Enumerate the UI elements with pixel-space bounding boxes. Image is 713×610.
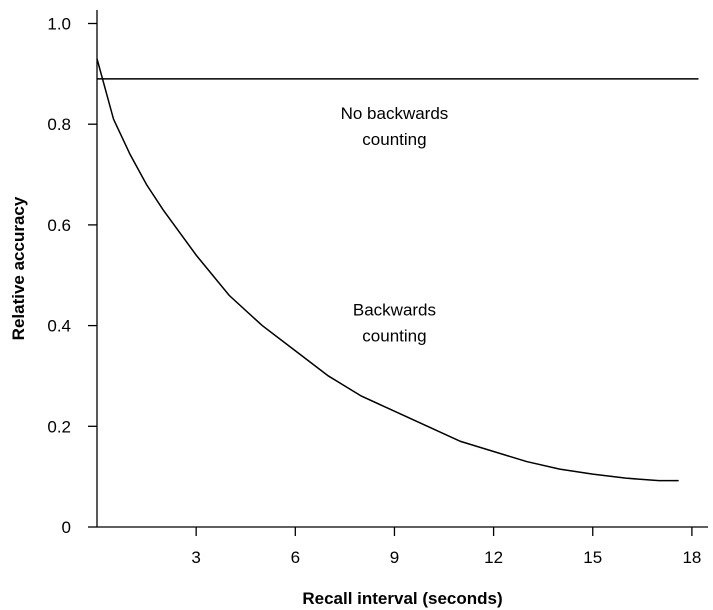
annotation-no-backwards-counting: counting xyxy=(362,130,426,149)
x-axis-title: Recall interval (seconds) xyxy=(302,589,502,608)
annotation-backwards-counting: counting xyxy=(362,327,426,346)
x-tick-label: 9 xyxy=(390,548,399,567)
y-tick-label: 0.6 xyxy=(47,216,71,235)
y-tick-label: 0.2 xyxy=(47,417,71,436)
annotation-no-backwards-counting: No backwards xyxy=(341,104,449,123)
y-ticks: 0 0.2 0.4 0.6 0.8 1.0 xyxy=(47,15,97,537)
x-tick-label: 3 xyxy=(191,548,200,567)
series-line-backwards-counting xyxy=(96,58,679,482)
y-tick-label: 0.8 xyxy=(47,115,71,134)
annotations: No backwards counting Backwards counting xyxy=(341,104,449,345)
annotation-backwards-counting: Backwards xyxy=(353,301,436,320)
x-tick-label: 18 xyxy=(682,548,701,567)
y-axis-title: Relative accuracy xyxy=(9,196,28,340)
x-tick-label: 15 xyxy=(583,548,602,567)
x-tick-label: 6 xyxy=(291,548,300,567)
x-ticks: 3 6 9 12 15 18 xyxy=(191,527,701,567)
y-tick-label: 1.0 xyxy=(47,15,71,34)
y-tick-label: 0 xyxy=(62,518,71,537)
y-tick-label: 0.4 xyxy=(47,317,71,336)
axes xyxy=(96,10,708,528)
x-tick-label: 12 xyxy=(484,548,503,567)
series-group xyxy=(96,58,699,482)
